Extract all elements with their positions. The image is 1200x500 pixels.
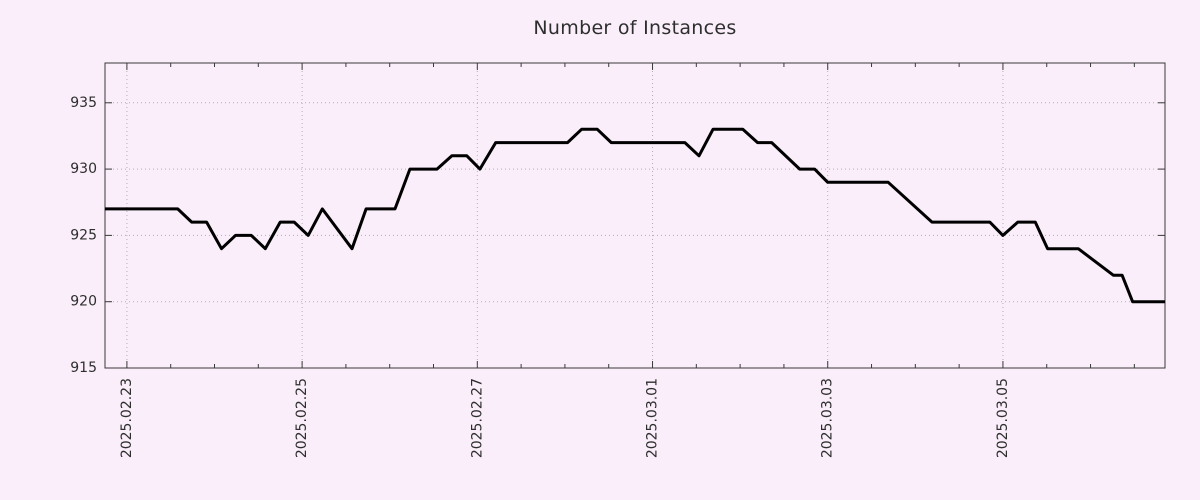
x-axis-tick-label: 2025.03.03 xyxy=(820,378,836,458)
plot-border xyxy=(104,62,1166,369)
chart-title: Number of Instances xyxy=(533,17,737,39)
y-axis-tick-label: 925 xyxy=(70,227,97,243)
x-axis-tick-label: 2025.02.25 xyxy=(294,378,310,458)
x-axis-tick-label: 2025.03.05 xyxy=(995,378,1011,458)
y-axis-tick-label: 930 xyxy=(70,161,97,177)
y-axis-tick-label: 915 xyxy=(70,360,97,376)
x-axis-tick-label: 2025.03.01 xyxy=(645,378,661,458)
series-line xyxy=(105,127,1165,304)
y-axis-tick-label: 920 xyxy=(70,294,97,310)
x-axis-tick-label: 2025.02.23 xyxy=(119,378,135,458)
x-axis-tick-label: 2025.02.27 xyxy=(469,378,485,458)
y-axis-tick-label: 935 xyxy=(70,95,97,111)
